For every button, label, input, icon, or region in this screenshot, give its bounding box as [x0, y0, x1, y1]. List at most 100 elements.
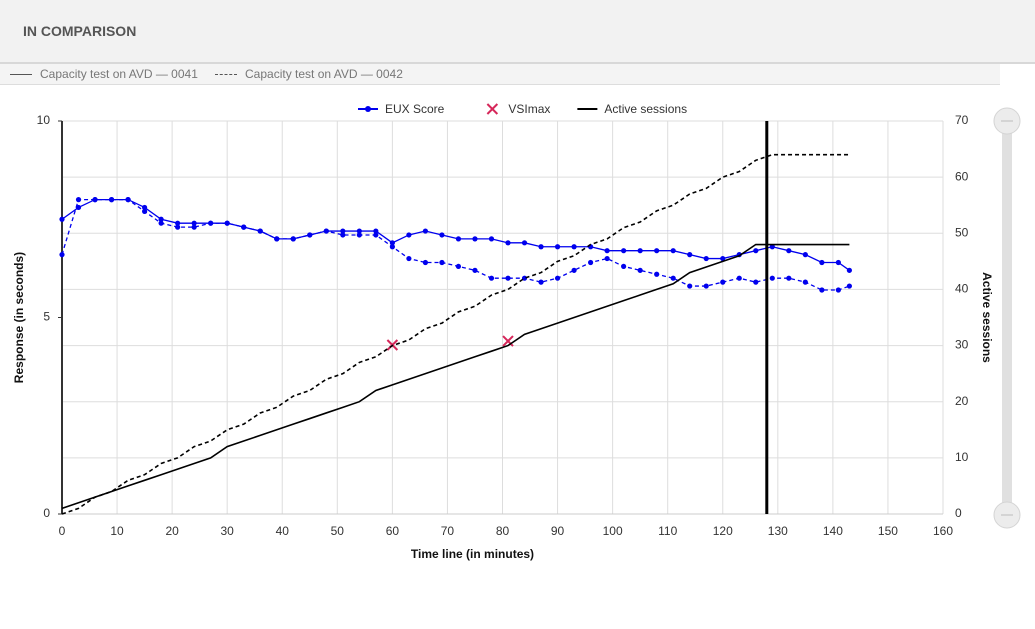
data-point [637, 267, 643, 273]
vsimax-marker [502, 335, 514, 347]
data-point [191, 220, 197, 226]
data-point [753, 279, 759, 285]
y2-tick-label: 50 [955, 225, 969, 239]
data-point [356, 232, 362, 238]
series-line [61, 198, 850, 271]
legend: EUX Score VSImax Active sessions [358, 102, 687, 116]
data-point [802, 279, 808, 285]
data-point [720, 279, 726, 285]
x-tick-label: 80 [496, 524, 510, 538]
y2-tick-label: 40 [955, 282, 969, 296]
page-title: IN COMPARISON [23, 23, 137, 39]
data-point [488, 236, 495, 242]
data-point [538, 279, 544, 285]
data-point [439, 232, 445, 238]
data-point [687, 283, 693, 289]
legend-label: Active sessions [604, 102, 687, 116]
test-legend-swatch [10, 74, 32, 76]
data-point [241, 224, 247, 230]
data-point [538, 244, 544, 250]
header: IN COMPARISON [0, 0, 1035, 64]
y2-tick-label: 20 [955, 394, 969, 408]
x-tick-label: 40 [276, 524, 290, 538]
data-point [769, 275, 775, 281]
series-line [61, 243, 850, 510]
data-point [846, 283, 852, 289]
data-point [422, 228, 429, 234]
data-point [340, 228, 346, 234]
data-point [389, 240, 395, 246]
legend-label: VSImax [508, 102, 550, 116]
data-point [753, 248, 759, 254]
data-point [670, 275, 676, 281]
data-point [455, 263, 462, 270]
data-point [505, 240, 511, 246]
data-point [571, 244, 577, 250]
y2-tick-label: 30 [955, 338, 969, 352]
x-tick-label: 30 [221, 524, 235, 538]
legend-item[interactable]: VSImax [486, 102, 550, 116]
data-point [521, 240, 528, 246]
x-tick-label: 160 [933, 524, 953, 538]
legend-item[interactable]: Active sessions [577, 102, 687, 116]
x-tick-label: 10 [110, 524, 124, 538]
data-point [108, 197, 115, 203]
data-point [488, 275, 495, 281]
data-point [637, 248, 643, 254]
y-tick-label: 0 [43, 506, 50, 520]
data-point [455, 236, 462, 242]
data-point [604, 248, 610, 254]
data-point [819, 259, 825, 266]
data-point [158, 220, 164, 226]
data-point [835, 287, 841, 293]
data-point [323, 228, 329, 234]
zoom-slider[interactable] [993, 107, 1021, 529]
series-line [61, 198, 850, 291]
data-point [654, 271, 660, 277]
data-point [846, 267, 852, 273]
x-tick-label: 0 [59, 524, 66, 538]
slider-track [1002, 121, 1012, 515]
data-point [786, 275, 792, 281]
x-tick-label: 70 [441, 524, 455, 538]
y-tick-label: 5 [43, 310, 50, 324]
x-tick-label: 90 [551, 524, 565, 538]
test-legend-label: Capacity test on AVD — 0041 [40, 67, 198, 81]
data-point [191, 224, 197, 230]
data-point [720, 255, 726, 262]
data-point [208, 220, 214, 226]
x-tick-label: 60 [386, 524, 400, 538]
data-point [307, 232, 313, 238]
data-point [769, 244, 775, 250]
data-point [175, 224, 181, 230]
legend-item[interactable]: EUX Score [358, 102, 445, 116]
data-point [802, 252, 808, 258]
data-point [505, 275, 511, 281]
data-point [356, 228, 362, 234]
data-point [736, 275, 742, 281]
test-legend-label: Capacity test on AVD — 0042 [245, 67, 403, 81]
data-point [158, 216, 164, 222]
data-point [141, 208, 148, 214]
legend-swatch [365, 106, 371, 112]
data-point [373, 228, 379, 234]
x-tick-label: 120 [713, 524, 733, 538]
x-tick-label: 50 [331, 524, 345, 538]
x-tick-label: 110 [658, 524, 677, 538]
legend-swatch [486, 103, 499, 115]
x-tick-label: 140 [823, 524, 843, 538]
data-point [604, 255, 610, 262]
data-point [687, 252, 693, 258]
data-point [59, 252, 65, 258]
vsimax-stroke [502, 335, 514, 347]
data-point [472, 267, 478, 273]
test-legend-swatch [215, 74, 237, 76]
y2-axis-label: Active sessions [980, 272, 994, 363]
data-point [670, 248, 676, 254]
y-axis-label: Response (in seconds) [12, 252, 26, 383]
test-legend-item[interactable]: Capacity test on AVD — 0042 [215, 67, 403, 81]
test-legend-item[interactable]: Capacity test on AVD — 0041 [10, 67, 198, 81]
data-point [703, 255, 709, 262]
